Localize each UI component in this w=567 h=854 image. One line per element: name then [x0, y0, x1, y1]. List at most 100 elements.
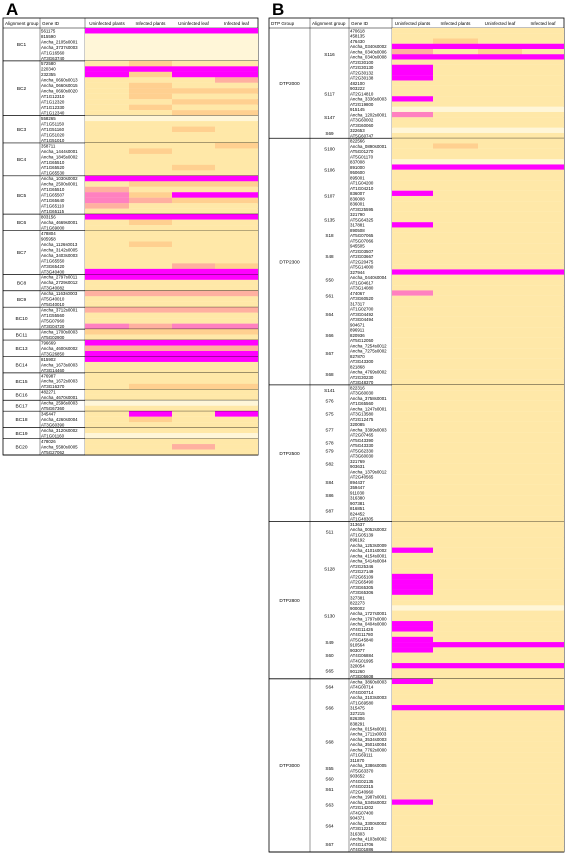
- panel-b-heat-cell: [433, 642, 478, 648]
- panel-b-heat-cell: [522, 526, 564, 532]
- panel-b-heat-cell: [433, 663, 478, 669]
- panel-b-heat-cell: [478, 69, 522, 76]
- panel-b-heat-cell: [478, 164, 522, 170]
- panel-b-heat-cell: [433, 300, 478, 307]
- panel-b-group-label: S63: [325, 803, 334, 808]
- panel-b-column-header: DTP Group: [271, 21, 295, 26]
- panel-b-heat-cell: [433, 600, 478, 606]
- panel-a-gene-id: 232355: [41, 72, 56, 77]
- panel-b-heat-cell: [522, 605, 564, 611]
- panel-a-gene-id: AT1G51150: [41, 121, 65, 126]
- panel-a-heat-cell: [215, 301, 258, 308]
- panel-a-heat-cell: [129, 367, 172, 374]
- panel-b-heat-cell: [522, 563, 564, 569]
- panel-a-heat-cell: [85, 350, 129, 357]
- panel-b-heat-cell: [478, 573, 522, 580]
- panel-b-heat-cell: [478, 689, 522, 695]
- panel-a-heat-cell: [172, 208, 215, 215]
- panel-a-heat-cell: [215, 153, 258, 160]
- panel-b-heat-cell: [392, 216, 433, 223]
- panel-a-heat-cell: [215, 88, 258, 94]
- panel-a-heat-cell: [215, 422, 258, 428]
- panel-b-gene-id: AT5G64325: [350, 217, 374, 222]
- panel-b-group-label: S84: [325, 480, 334, 485]
- panel-b-heat-cell: [522, 264, 564, 270]
- panel-b-gene-id: AT1G65560: [350, 401, 374, 406]
- panel-b-heat-cell: [433, 495, 478, 501]
- panel-b-heat-cell: [478, 747, 522, 753]
- panel-a-gene-id: AT1G65510: [41, 160, 65, 165]
- panel-a-heat-cell: [129, 153, 172, 160]
- panel-b-heat-cell: [392, 558, 433, 564]
- panel-a-gene-id: AT1G69000: [41, 225, 65, 230]
- panel-b-group-label: S106: [324, 168, 335, 173]
- panel-b-heat-cell: [478, 127, 522, 134]
- panel-b-heat-cell: [522, 726, 564, 732]
- panel-b-gene-id: Ancha_4103s0002: [350, 837, 387, 842]
- panel-b-heat-cell: [522, 159, 564, 165]
- panel-b-heat-cell: [522, 421, 564, 428]
- panel-b-heat-cell: [392, 138, 433, 144]
- panel-b-group-label: S128: [324, 566, 335, 571]
- panel-b-heat-cell: [522, 647, 564, 653]
- panel-a-gene-id: Ancha_4669s0001: [41, 220, 78, 225]
- panel-b-heat-cell: [522, 642, 564, 648]
- panel-b-gene-id: 482100: [350, 81, 365, 86]
- panel-b-heat-cell: [522, 710, 564, 716]
- panel-b-group-label: S50: [325, 278, 334, 283]
- panel-b-heat-cell: [433, 652, 478, 658]
- panel-a-heat-cell: [85, 203, 129, 209]
- panel-a-heat-cell: [215, 93, 258, 100]
- panel-a-heat-cell: [172, 427, 215, 434]
- panel-a-gene-id: AT5G02900: [41, 335, 65, 340]
- panel-b-heat-cell: [522, 500, 564, 506]
- panel-a-heat-cell: [172, 159, 215, 166]
- panel-b-gene-id: 359447: [350, 485, 365, 490]
- panel-b-gene-id: AT3G65305: [350, 585, 374, 590]
- panel-b-heat-cell: [392, 458, 433, 464]
- panel-b-heat-cell: [392, 374, 433, 380]
- panel-a-heat-cell: [85, 197, 129, 204]
- panel-b-heat-cell: [433, 117, 478, 123]
- panel-a-heat-cell: [172, 433, 215, 439]
- panel-a-heat-cell: [85, 33, 129, 40]
- panel-a-heat-cell: [215, 71, 258, 78]
- panel-b-heat-cell: [392, 337, 433, 344]
- panel-a-heat-cell: [85, 274, 129, 280]
- panel-b-heat-cell: [433, 190, 478, 197]
- panel-a-heat-cell: [129, 416, 172, 423]
- panel-b-heat-cell: [433, 164, 478, 170]
- panel-a-heat-cell: [215, 279, 258, 286]
- panel-a-heat-cell: [215, 274, 258, 280]
- panel-b-heat-cell: [522, 552, 564, 559]
- panel-b-heat-cell: [522, 258, 564, 265]
- panel-b-gene-id: 474067: [350, 291, 365, 296]
- panel-b-heat-cell: [392, 122, 433, 128]
- panel-b-heat-cell: [522, 243, 564, 249]
- panel-b-heat-cell: [433, 778, 478, 784]
- panel-b-group-label: S67: [325, 351, 334, 356]
- panel-a-group-label: BC4: [17, 157, 27, 163]
- panel-b-heat-cell: [522, 358, 564, 365]
- panel-b-gene-id: AT4G07400: [350, 810, 374, 815]
- panel-b-gene-id: AT2G65490: [350, 580, 374, 585]
- panel-b-heat-cell: [392, 663, 433, 669]
- panel-b-gene-id: AT2G30230: [350, 375, 374, 380]
- panel-a-gene-id: Ancha_0660s0020: [41, 89, 78, 94]
- panel-b-gene-id: Ancha_1711s0003: [350, 732, 387, 737]
- panel-a-heat-cell: [85, 268, 129, 275]
- panel-b-heat-cell: [522, 122, 564, 128]
- panel-b-group-label: S107: [324, 194, 335, 199]
- panel-b-heat-cell: [392, 479, 433, 485]
- panel-b-gene-id: Ancha_7762s0000: [350, 747, 387, 752]
- panel-b-gene-id: AT1G48305: [350, 517, 374, 522]
- panel-b-heat-cell: [433, 526, 478, 532]
- panel-b-heat-cell: [522, 799, 564, 805]
- panel-a-heat-cell: [215, 44, 258, 51]
- panel-b-heat-cell: [478, 379, 522, 386]
- panel-a-gene-id: Ancha_3712s0001: [41, 308, 78, 313]
- panel-b-heat-cell: [392, 80, 433, 86]
- panel-b-heat-cell: [433, 227, 478, 233]
- panel-b-heat-cell: [522, 778, 564, 784]
- panel-b-heat-cell: [433, 552, 478, 559]
